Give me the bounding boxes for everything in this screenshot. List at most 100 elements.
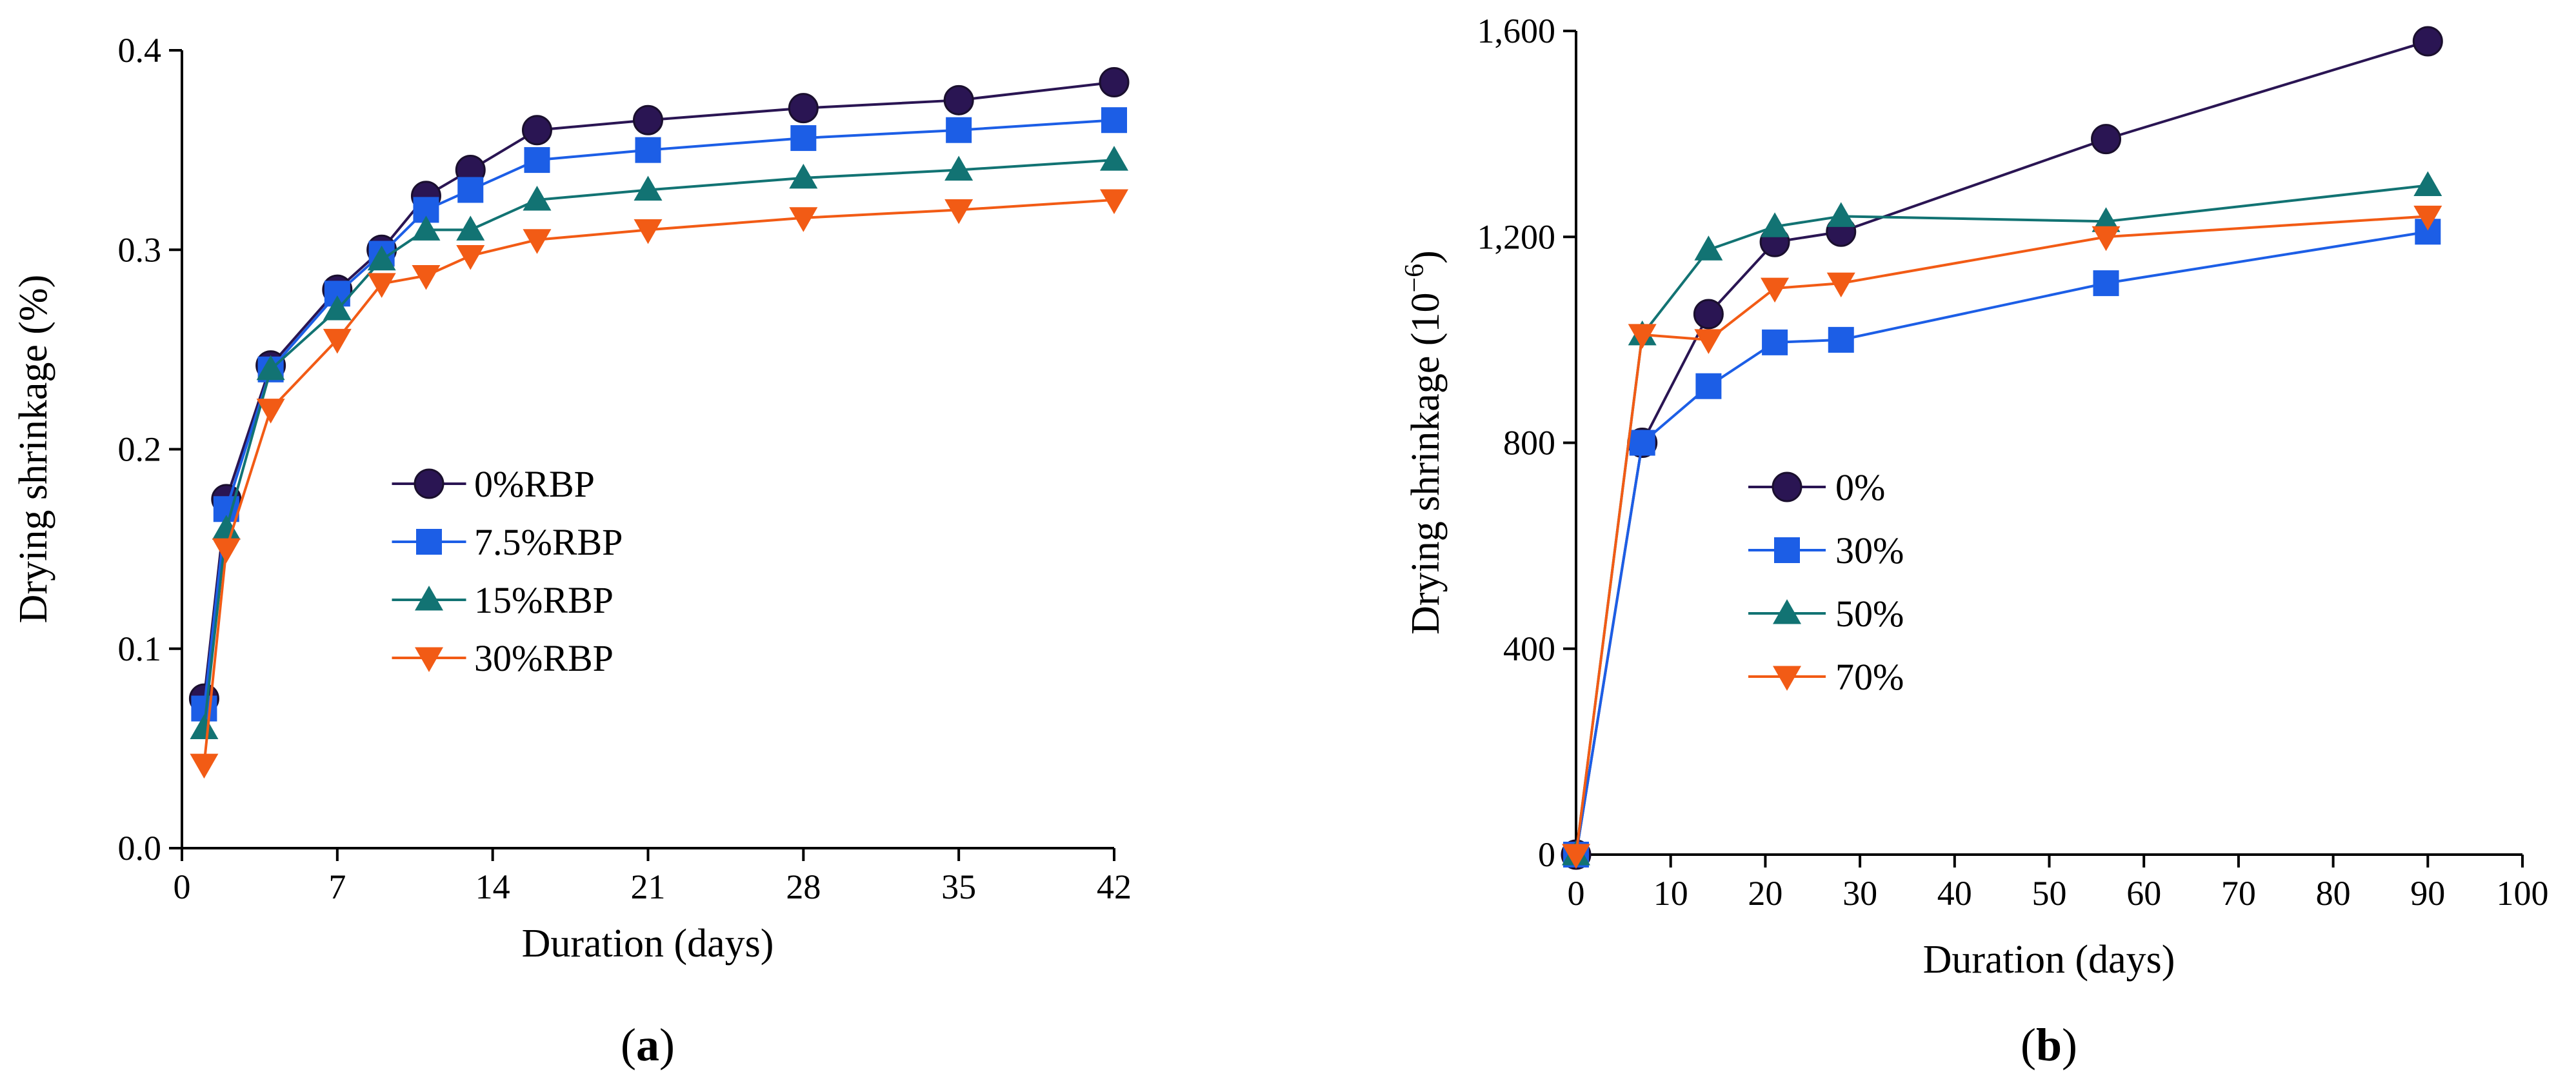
panel-b-data-point [1761, 212, 1790, 237]
panel-b-legend-label: 70% [1835, 656, 1904, 698]
panel-b-x-tick-label: 70 [2221, 874, 2256, 913]
panel-a-series-line [203, 81, 1115, 699]
panel-b-y-axis-title-exponent: −6 [1400, 264, 1430, 293]
panel-a-caption: (a) [621, 1019, 675, 1071]
panel-a-data-point [212, 538, 241, 564]
panel-b-legend-marker [1774, 537, 1800, 563]
panel-b-series-line [1575, 40, 2428, 855]
panel-a-legend-marker [415, 647, 443, 672]
panel-a-y-tick-label: 0.1 [118, 630, 162, 668]
panel-a-y-tick-label: 0.2 [118, 430, 162, 469]
panel-a-data-point [1100, 189, 1128, 214]
panel-a-data-point [457, 177, 484, 203]
panel-a-data-point [1099, 66, 1130, 97]
panel-a-data-point [1100, 146, 1128, 171]
panel-a-legend-item: 30%RBP [392, 637, 614, 679]
panel-b-data-point [1694, 329, 1723, 354]
panel-a-data-point [412, 215, 441, 241]
panel-a-x-tick-label: 21 [631, 868, 666, 906]
panel-b-x-tick-label: 80 [2316, 874, 2351, 913]
panel-a-x-tick-label: 0 [174, 868, 191, 906]
panel-a-legend-item: 15%RBP [392, 579, 614, 621]
panel-b-series-3 [1562, 205, 2442, 869]
panel-b-y-axis-title: Drying shrinkage (10−6) [1400, 250, 1448, 635]
panel-a-series-line [203, 198, 1115, 765]
panel-b-data-point [1828, 326, 1854, 353]
panel-a-legend: 0%RBP 7.5%RBP 15%RBP 30%RBP [392, 463, 623, 679]
panel-a-data-point [323, 295, 352, 321]
panel-b-y-tick-label: 400 [1503, 630, 1555, 668]
panel-a-legend-item: 0%RBP [392, 463, 595, 505]
panel-b-data-point [1826, 202, 1855, 227]
panel-b-data-point [2091, 124, 2122, 155]
panel-a-x-tick-label: 28 [786, 868, 821, 906]
panel-a-data-point [524, 147, 550, 174]
panel-a-x-tick-label: 42 [1097, 868, 1132, 906]
panel-b-y-tick-label: 1,200 [1477, 217, 1556, 256]
panel-a-data-point [790, 125, 817, 152]
panel-b-data-point [2093, 270, 2119, 297]
panel-a-series-2 [190, 146, 1128, 739]
panel-b-x-tick-label: 100 [2497, 874, 2549, 913]
panel-b-data-point [1628, 324, 1657, 349]
panel-b-series-1 [1563, 219, 2441, 868]
panel-a-x-ticks: 0 7 14 21 28 35 42 [174, 848, 1132, 906]
panel-b-legend-label: 0% [1835, 466, 1885, 508]
panel-b-x-ticks: 0 10 20 30 40 50 60 70 80 90 100 [1568, 855, 2549, 913]
panel-a-data-point [635, 137, 661, 163]
panel-a-data-point [212, 515, 241, 540]
panel-b-y-tick-label: 800 [1503, 424, 1555, 462]
panel-b-series-0 [1561, 26, 2443, 870]
panel-a-data-point [789, 163, 818, 189]
panel-a-gridless-plot: 0 7 14 21 28 35 42 0.0 0.1 0.2 0.3 0.4 [118, 31, 1132, 906]
panel-b-legend-item: 50% [1748, 593, 1904, 635]
panel-a-data-point [634, 175, 663, 201]
panel-b-legend-item: 70% [1748, 656, 1904, 698]
panel-a-data-point [634, 219, 663, 244]
panel-b-x-tick-label: 90 [2410, 874, 2445, 913]
panel-a-data-point [456, 245, 485, 270]
panel-a-data-point [944, 199, 973, 224]
panel-a-legend-label: 15%RBP [474, 579, 614, 621]
panel-a-series-3 [190, 189, 1128, 779]
panel-b-data-point [1826, 272, 1855, 298]
panel-a-legend-marker [415, 586, 443, 611]
panel-a-data-point [788, 93, 819, 124]
panel-a-legend-marker [416, 529, 442, 555]
panel-b: 0 10 20 30 40 50 60 70 80 90 100 0 400 800 1,200 1,600… [1400, 12, 2549, 1071]
panel-a-data-point [523, 229, 552, 254]
panel-b-x-tick-label: 30 [1842, 874, 1877, 913]
panel-a-legend-label: 0%RBP [474, 463, 595, 505]
panel-a: 0 7 14 21 28 35 42 0.0 0.1 0.2 0.3 0.4 0%RBP 7.5%RB… [12, 31, 1132, 1071]
panel-b-legend-marker [1773, 666, 1801, 691]
panel-b-data-point [1695, 373, 1722, 399]
panel-b-series-line [1575, 184, 2428, 855]
panel-a-data-point [944, 155, 973, 181]
panel-a-data-point [789, 207, 818, 232]
panel-b-data-point [2413, 205, 2442, 231]
panel-a-legend-label: 7.5%RBP [474, 521, 623, 563]
panel-b-data-point [2092, 207, 2121, 232]
panel-a-series [188, 66, 1130, 779]
panel-b-data-point [2092, 226, 2121, 252]
panel-a-data-point [256, 399, 285, 424]
panel-a-data-point [946, 117, 972, 143]
panel-a-legend-label: 30%RBP [474, 637, 614, 679]
panel-a-legend-item: 7.5%RBP [392, 521, 623, 563]
panel-a-y-axis-title: Drying shrinkage (%) [12, 275, 55, 624]
panel-a-data-point [456, 215, 485, 241]
panel-b-legend-item: 30% [1748, 530, 1904, 571]
panel-b-caption: (b) [2021, 1019, 2077, 1071]
panel-b-x-tick-label: 40 [1937, 874, 1972, 913]
panel-b-legend-label: 30% [1835, 530, 1904, 571]
panel-a-data-point [521, 115, 552, 146]
panel-a-x-tick-label: 7 [328, 868, 346, 906]
panel-b-legend-marker [1773, 599, 1801, 624]
panel-b-series [1561, 26, 2443, 870]
panel-a-data-point [412, 264, 441, 290]
panel-a-series-0 [188, 66, 1130, 714]
panel-a-data-point [367, 273, 396, 298]
panel-b-x-tick-label: 10 [1653, 874, 1688, 913]
panel-a-x-axis-title: Duration (days) [522, 922, 774, 966]
